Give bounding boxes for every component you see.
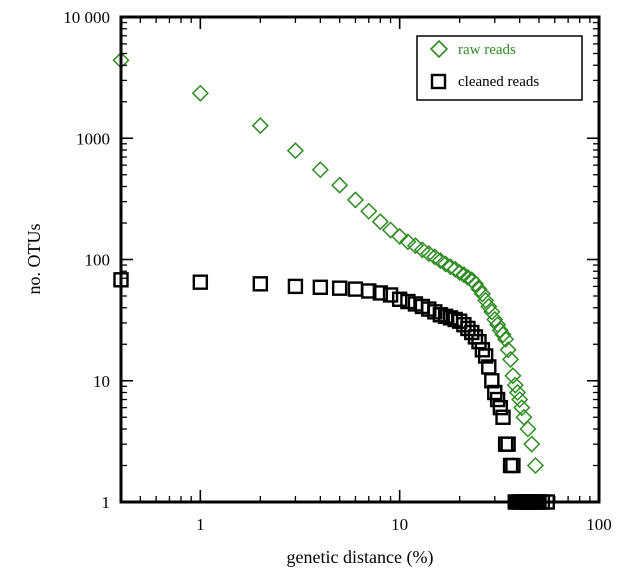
axis-ticks xyxy=(121,16,600,503)
cleaned-reads-point xyxy=(471,333,487,350)
raw-reads-point xyxy=(191,84,209,102)
raw-reads-point xyxy=(446,260,464,278)
raw-reads-point xyxy=(391,227,409,245)
cleaned-reads-point xyxy=(447,311,463,328)
legend: raw reads cleaned reads xyxy=(416,35,583,101)
raw-reads-point xyxy=(526,456,545,475)
raw-reads-point xyxy=(441,258,460,276)
cleaned-reads-point xyxy=(505,457,521,474)
cleaned-reads-point xyxy=(331,280,348,296)
cleaned-reads-point xyxy=(252,276,269,292)
cleaned-reads-point xyxy=(477,348,494,364)
y-axis-tick-labels: 1 10 100 1000 10 000 xyxy=(63,8,110,512)
cleaned-reads-point xyxy=(489,391,506,408)
raw-reads-point xyxy=(251,117,269,135)
raw-reads-point xyxy=(511,390,529,409)
raw-reads-point xyxy=(504,367,522,385)
raw-reads-point xyxy=(466,275,485,293)
raw-reads-point xyxy=(480,297,498,316)
raw-reads-point xyxy=(477,291,495,309)
y-tick-label: 100 xyxy=(85,251,111,270)
cleaned-reads-point xyxy=(361,283,377,299)
cleaned-reads-point xyxy=(192,274,209,290)
x-tick-label: 1 xyxy=(196,515,205,534)
cleaned-reads-point xyxy=(347,281,364,297)
cleaned-reads-point xyxy=(484,373,500,389)
raw-reads-point xyxy=(506,376,524,394)
raw-reads-point xyxy=(523,435,541,453)
x-tick-label: 100 xyxy=(586,515,612,534)
raw-reads-series xyxy=(112,51,545,475)
raw-reads-point xyxy=(459,268,477,287)
raw-reads-point xyxy=(519,420,537,438)
raw-reads-point xyxy=(508,383,527,402)
y-tick-label: 10 xyxy=(93,372,110,391)
x-tick-label: 10 xyxy=(391,515,408,534)
raw-reads-point xyxy=(360,202,378,220)
raw-reads-point xyxy=(473,285,491,303)
cleaned-reads-point xyxy=(372,285,389,301)
cleaned-reads-point xyxy=(287,278,304,295)
cleaned-reads-point xyxy=(500,436,516,452)
raw-reads-point xyxy=(483,303,501,321)
legend-raw-reads-label: raw reads xyxy=(458,42,516,58)
raw-reads-point xyxy=(286,142,304,160)
y-tick-label: 1 xyxy=(102,493,111,512)
raw-reads-point xyxy=(437,255,455,273)
legend-raw-reads-marker xyxy=(429,39,449,59)
cleaned-reads-point xyxy=(391,291,408,307)
legend-cleaned-reads-marker xyxy=(430,73,447,90)
cleaned-reads-point xyxy=(495,409,511,425)
cleaned-reads-point xyxy=(382,287,399,303)
y-tick-label: 10 000 xyxy=(63,8,110,27)
raw-reads-point xyxy=(499,341,517,359)
raw-reads-point xyxy=(497,330,515,348)
y-tick-label: 1000 xyxy=(76,129,110,148)
legend-cleaned-reads-label: cleaned reads xyxy=(458,74,539,90)
raw-reads-point xyxy=(486,310,504,329)
raw-reads-point xyxy=(381,221,400,239)
x-axis-title: genetic distance (%) xyxy=(287,547,434,568)
y-axis-title: no. OTUs xyxy=(24,224,44,295)
raw-reads-point xyxy=(406,237,425,255)
cleaned-reads-point xyxy=(456,316,472,333)
raw-reads-point xyxy=(513,399,531,417)
raw-reads-point xyxy=(494,326,512,344)
raw-reads-point xyxy=(470,280,488,298)
cleaned-reads-point xyxy=(492,399,509,416)
raw-reads-point xyxy=(431,252,449,270)
raw-reads-point xyxy=(455,266,473,284)
raw-reads-point xyxy=(346,191,364,209)
cleaned-reads-point xyxy=(432,307,449,323)
raw-reads-point xyxy=(311,161,329,179)
raw-reads-point xyxy=(501,350,520,368)
raw-reads-point xyxy=(451,264,469,282)
raw-reads-point xyxy=(331,176,349,194)
raw-reads-point xyxy=(399,233,417,251)
raw-reads-point xyxy=(371,213,389,231)
x-axis-tick-labels: 1 10 100 xyxy=(196,515,612,534)
cleaned-reads-point xyxy=(312,279,329,295)
